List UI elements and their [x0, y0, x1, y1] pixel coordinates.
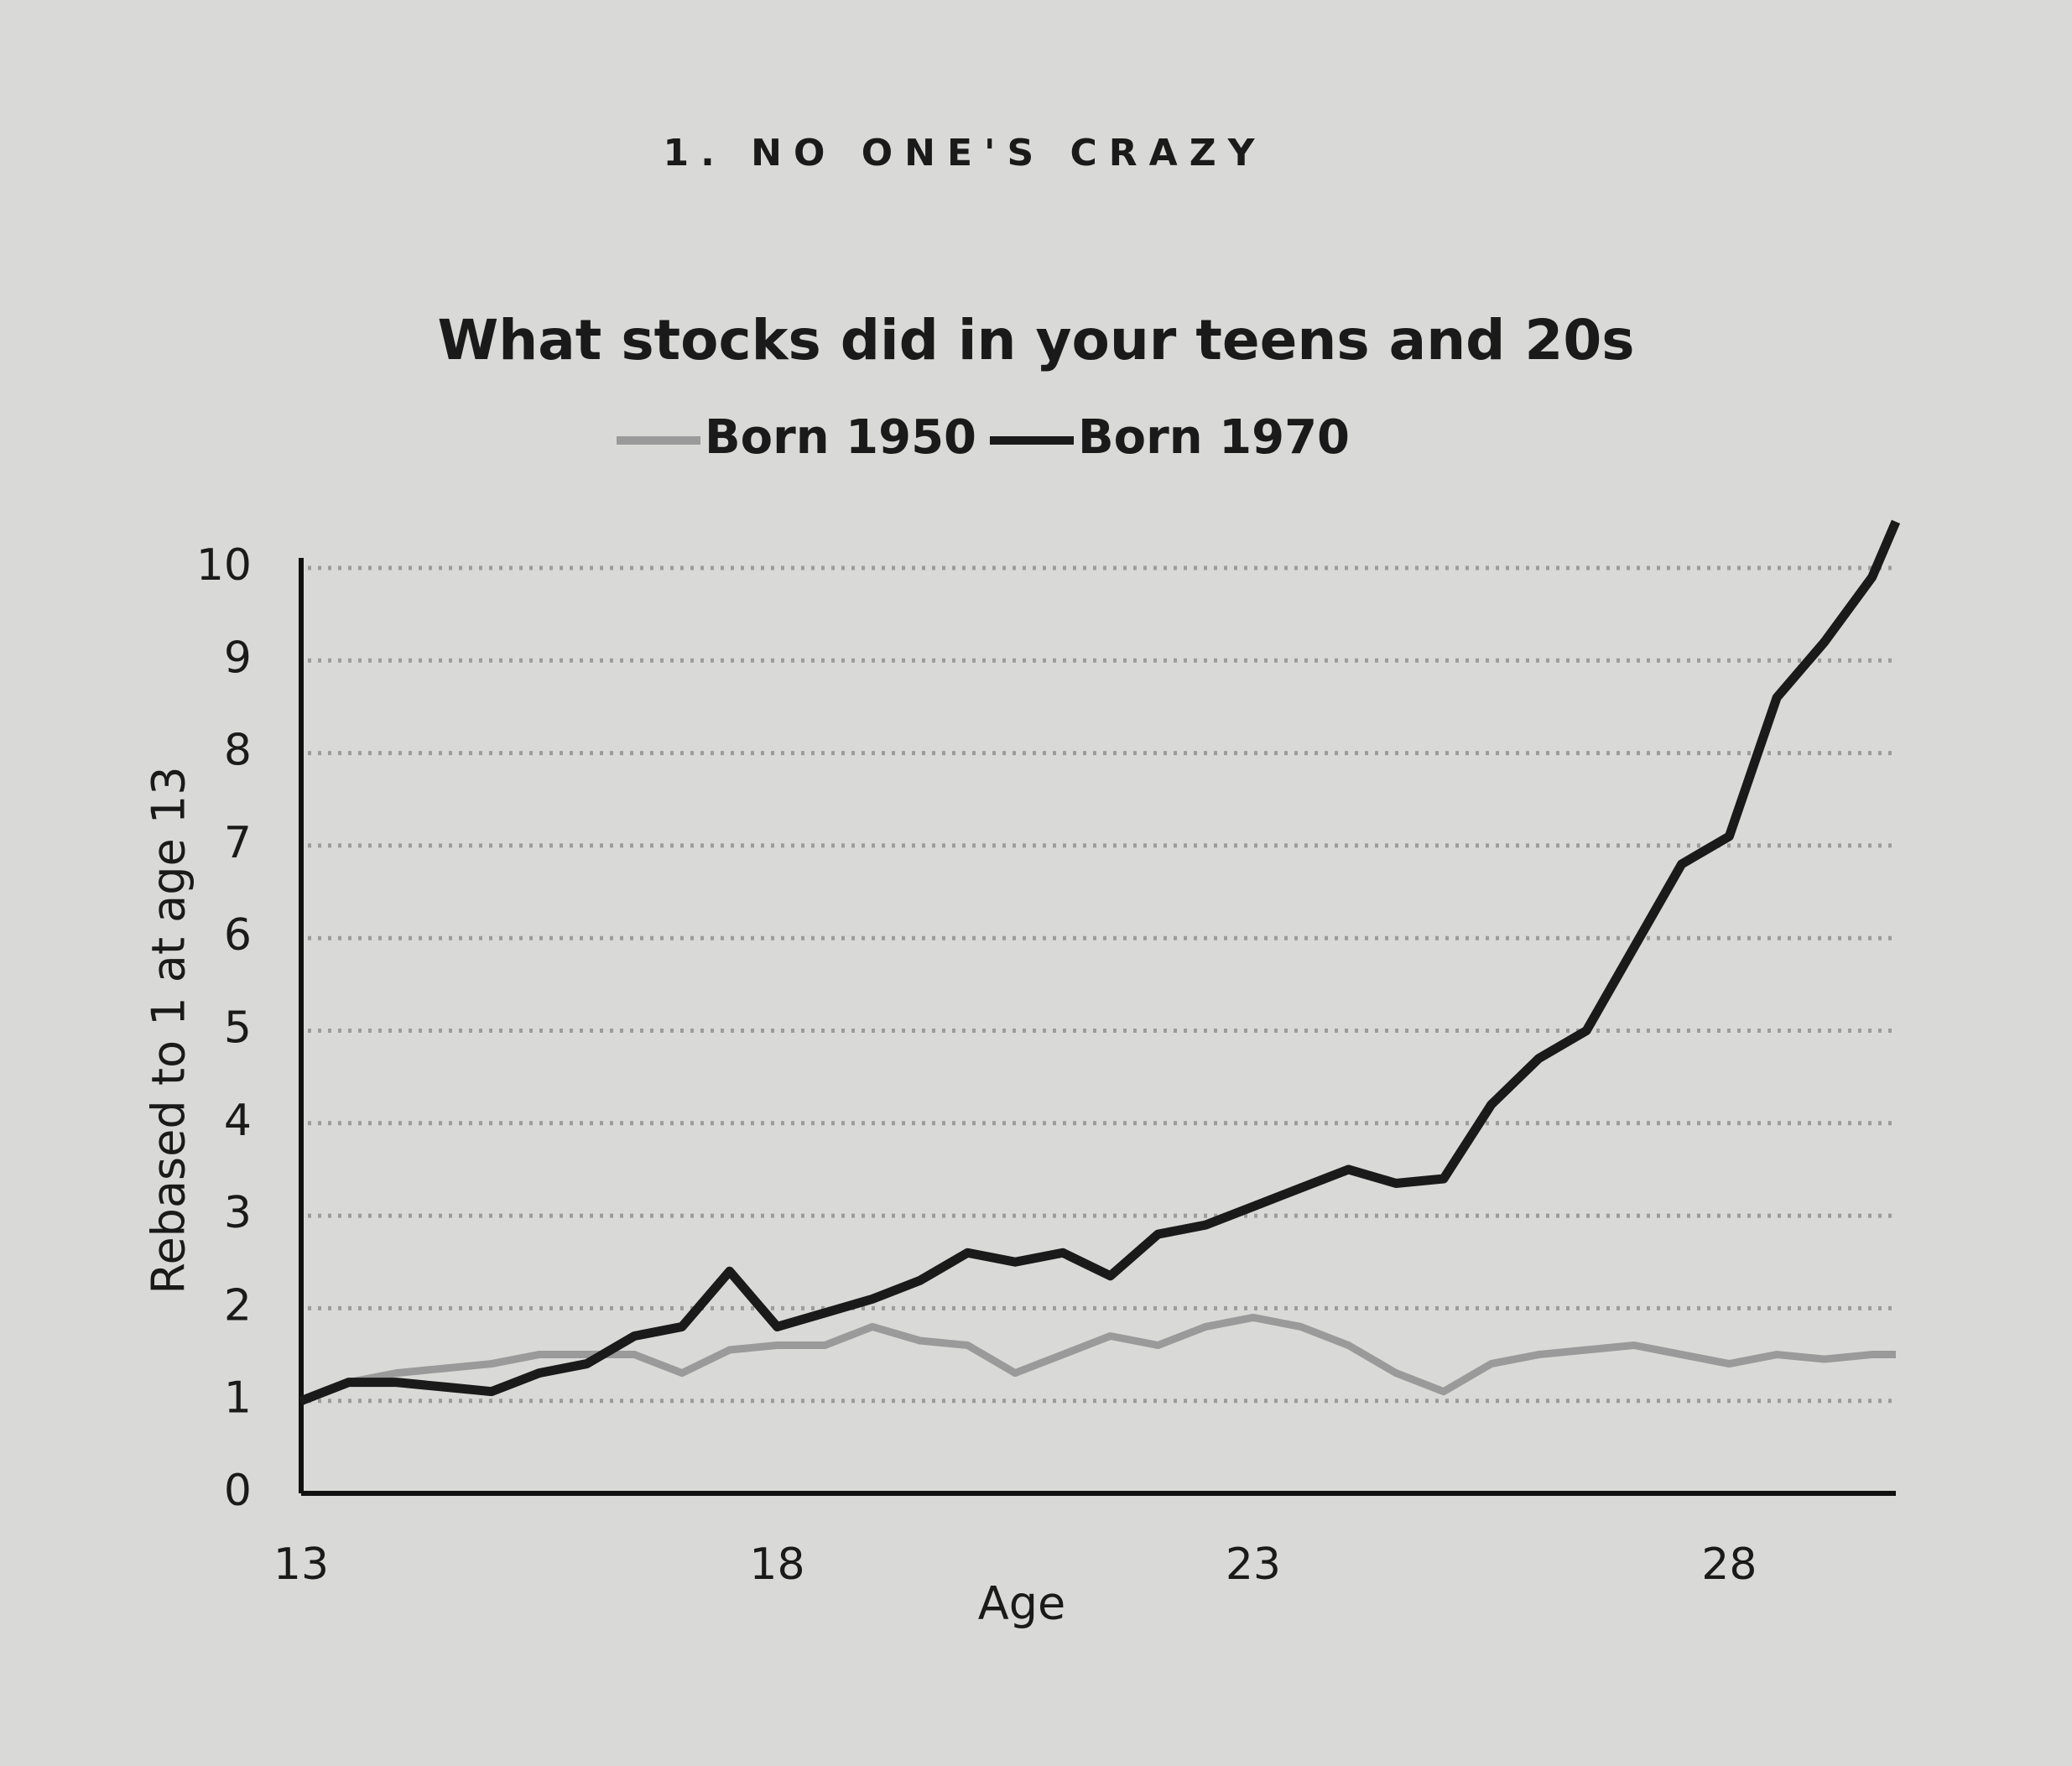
running-header: 1. NO ONE'S CRAZY [664, 132, 1267, 175]
y-tick-label: 9 [224, 633, 252, 683]
y-tick-label: 10 [196, 540, 252, 591]
chart-title: What stocks did in your teens and 20s [437, 308, 1634, 372]
series-line [299, 1313, 1896, 1404]
legend-label: Born 1970 [1078, 410, 1350, 465]
series-line [299, 519, 1901, 1405]
y-tick-label: 2 [224, 1280, 252, 1331]
x-tick-label: 18 [749, 1539, 804, 1590]
legend: Born 1950 Born 1970 [617, 410, 1350, 465]
y-axis-label: Rebased to 1 at age 13 [143, 766, 195, 1294]
y-tick-label: 4 [224, 1096, 252, 1146]
y-tick-label: 1 [224, 1373, 252, 1424]
x-tick-label: 13 [273, 1539, 329, 1590]
y-tick-label: 8 [224, 726, 252, 776]
x-tick-label: 28 [1701, 1539, 1757, 1590]
y-tick-label: 3 [224, 1188, 252, 1238]
y-tick-label: 0 [224, 1466, 252, 1516]
y-tick-label: 7 [224, 818, 252, 868]
y-tick-label: 5 [224, 1003, 252, 1054]
y-tick-label: 6 [224, 910, 252, 961]
x-axis-label: Age [978, 1577, 1065, 1630]
x-tick-label: 23 [1226, 1539, 1281, 1590]
legend-label: Born 1950 [705, 410, 976, 465]
